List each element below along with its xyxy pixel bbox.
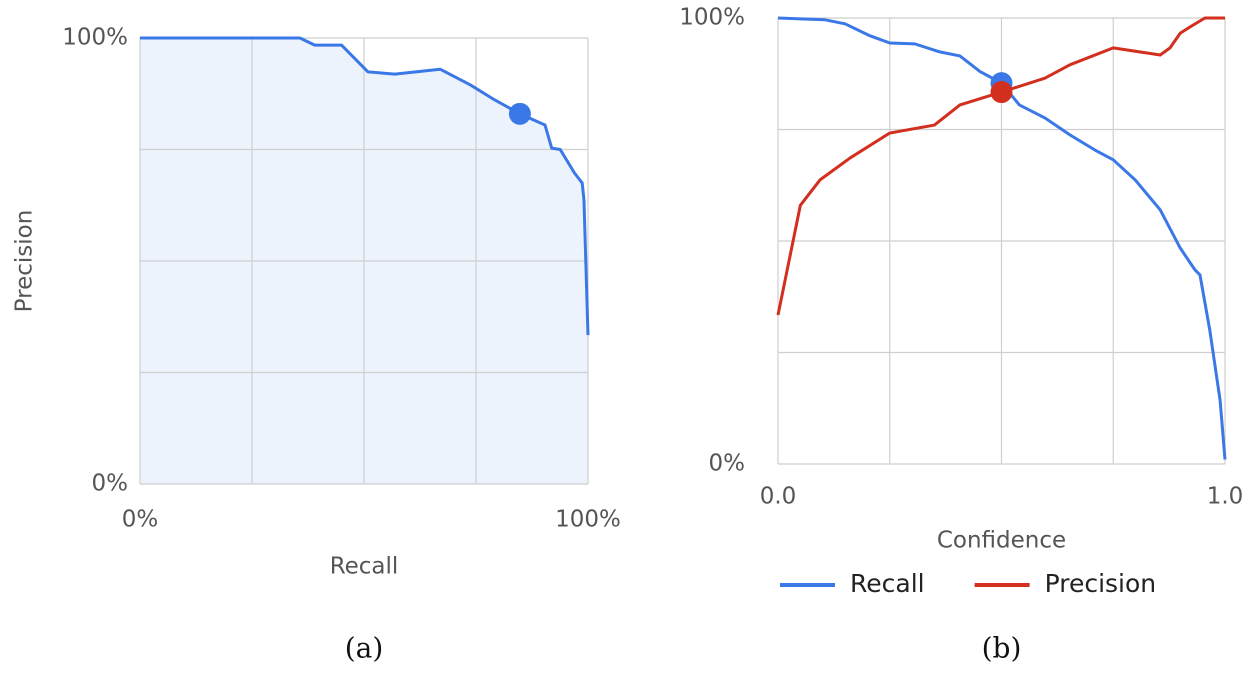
caption: (b) xyxy=(982,632,1022,665)
marker xyxy=(508,102,531,125)
line xyxy=(777,16,1227,460)
legend-label: Precision xyxy=(1045,569,1157,598)
x-tick-label: 0% xyxy=(122,507,159,533)
y-axis-label: Precision xyxy=(12,210,38,313)
x-axis-label: Confidence xyxy=(937,528,1066,554)
y-tick-label: 0% xyxy=(92,471,129,497)
y-tick-label: 100% xyxy=(62,25,128,51)
marker xyxy=(990,81,1013,104)
x-tick-label: 0.0 xyxy=(760,484,797,510)
x-axis-label: Recall xyxy=(330,554,399,580)
y-tick-label: 100% xyxy=(679,5,745,31)
line xyxy=(140,36,590,336)
x-tick-label: 100% xyxy=(555,507,621,533)
x-tick-label: 1.0 xyxy=(1207,484,1244,510)
y-tick-label: 0% xyxy=(709,451,746,477)
caption: (a) xyxy=(345,632,384,665)
line xyxy=(776,16,1225,316)
legend-label: Recall xyxy=(850,569,925,598)
